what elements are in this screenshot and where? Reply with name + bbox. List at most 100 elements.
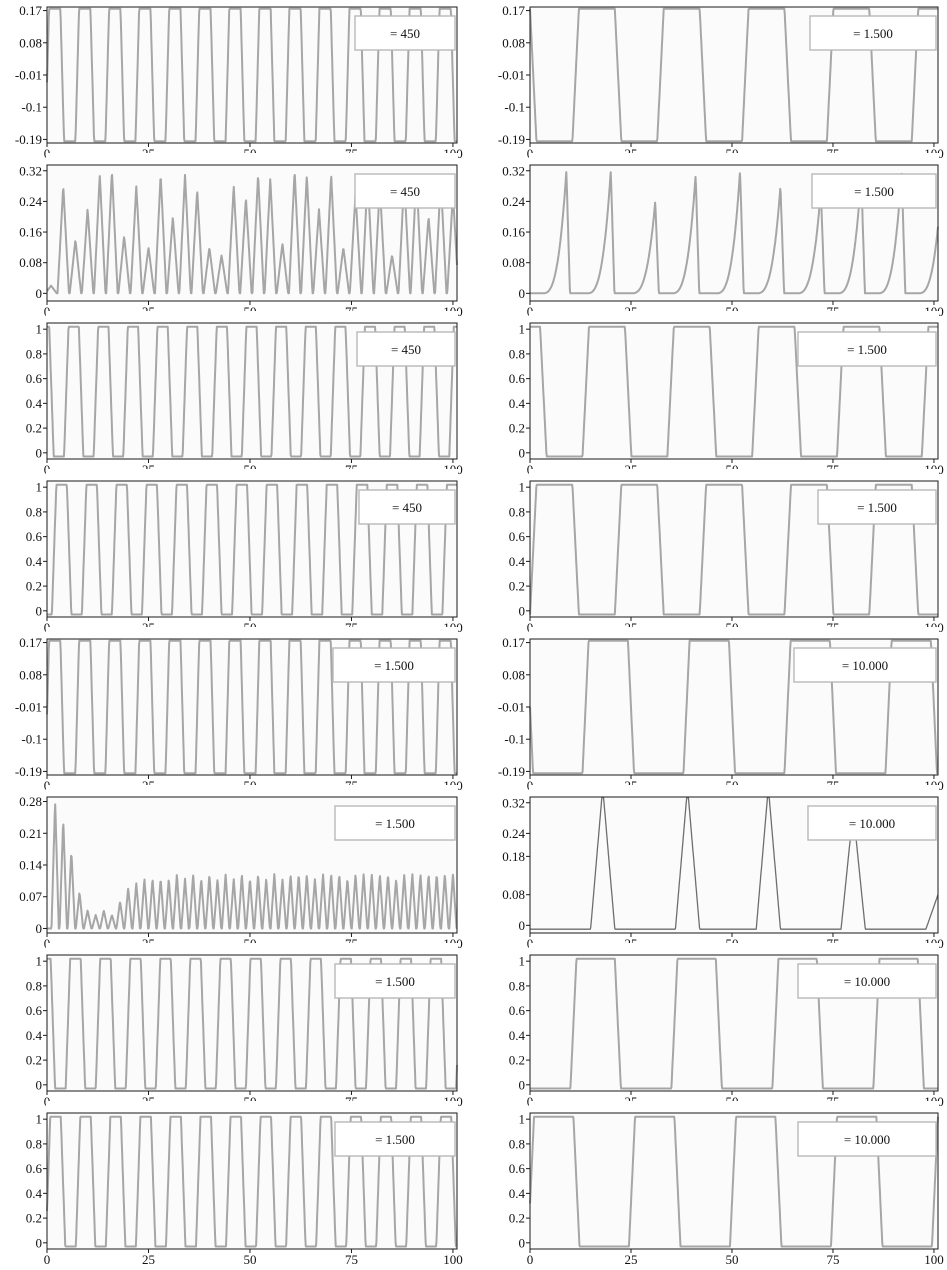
y-tick-label: 0.24 — [502, 826, 525, 841]
legend-label: = 1.500 — [374, 658, 414, 673]
legend-box — [807, 805, 937, 841]
y-tick-label: 1 — [519, 322, 526, 337]
series-line — [46, 639, 458, 775]
legend-label: = 1.500 — [857, 500, 897, 515]
y-tick-label: 0.14 — [19, 858, 42, 873]
clip-mask — [529, 0, 939, 7]
plot-frame — [46, 480, 458, 618]
y-tick-label: 0 — [36, 603, 43, 618]
y-tick-label: -0.01 — [498, 68, 525, 83]
x-tick-label: 25 — [142, 1252, 155, 1267]
legend-box — [797, 963, 937, 999]
legend-label: = 450 — [390, 26, 420, 41]
plot-frame — [46, 1112, 458, 1250]
y-tick-label: 0.24 — [502, 194, 525, 209]
legend-label: = 1.500 — [853, 26, 893, 41]
legend-label: = 10.000 — [849, 816, 895, 831]
clip-mask — [529, 153, 939, 165]
y-tick-label: -0.01 — [498, 700, 525, 715]
legend-box — [354, 15, 456, 51]
legend-box — [797, 331, 937, 367]
y-tick-label: 0.8 — [509, 1136, 525, 1151]
clip-mask — [46, 943, 458, 955]
x-tick-label: 100 — [443, 1252, 463, 1267]
y-tick-label: -0.1 — [21, 732, 42, 747]
y-tick-label: 1 — [36, 322, 43, 337]
y-tick-label: 0 — [36, 445, 43, 460]
y-tick-label: -0.19 — [15, 764, 42, 779]
clip-mask — [46, 311, 458, 323]
y-tick-label: 0.16 — [502, 225, 525, 240]
clip-mask — [46, 785, 458, 797]
legend-box — [332, 647, 456, 683]
legend-label: = 10.000 — [844, 974, 890, 989]
series-line — [529, 957, 939, 1090]
y-tick-label: 0.17 — [19, 635, 42, 650]
y-tick-label: 0.08 — [19, 667, 42, 682]
y-tick-label: 0.8 — [26, 978, 42, 993]
y-tick-label: -0.19 — [498, 764, 525, 779]
legend-box — [358, 489, 456, 525]
series-line — [46, 1115, 458, 1248]
series-line — [46, 325, 458, 458]
clip-mask — [529, 785, 939, 797]
y-tick-label: -0.1 — [504, 100, 525, 115]
legend-box — [809, 15, 937, 51]
legend-label: = 450 — [392, 500, 422, 515]
plot-frame — [529, 796, 939, 934]
y-tick-label: 0.4 — [26, 554, 43, 569]
y-tick-label: 0.4 — [509, 1028, 526, 1043]
y-tick-label: 0.6 — [26, 1161, 43, 1176]
y-tick-label: 0.32 — [502, 795, 525, 810]
y-tick-label: 0 — [519, 603, 526, 618]
legend-label: = 450 — [391, 342, 421, 357]
series-line — [529, 796, 939, 930]
series-line — [529, 325, 939, 458]
y-tick-label: 0 — [36, 1235, 43, 1250]
y-tick-label: 0.16 — [19, 225, 42, 240]
legend-label: = 10.000 — [844, 1132, 890, 1147]
y-tick-label: 0.32 — [19, 163, 42, 178]
y-tick-label: 0.08 — [502, 887, 525, 902]
legend-label: = 1.500 — [847, 342, 887, 357]
y-tick-label: 1 — [36, 480, 43, 495]
clip-mask — [529, 1101, 939, 1113]
y-tick-label: -0.19 — [498, 132, 525, 147]
plot-frame — [529, 322, 939, 460]
y-tick-label: 0.2 — [26, 579, 42, 594]
plot-frame — [46, 164, 458, 302]
y-tick-label: 0.8 — [509, 504, 525, 519]
y-tick-label: 0 — [36, 286, 43, 301]
y-tick-label: 0.4 — [26, 1028, 43, 1043]
x-tick-label: 100 — [924, 1252, 944, 1267]
series-line — [46, 803, 458, 930]
y-tick-label: 0.6 — [26, 371, 43, 386]
clip-mask — [46, 627, 458, 639]
legend-label: = 1.500 — [375, 974, 415, 989]
y-tick-label: 0.4 — [26, 396, 43, 411]
legend-label: = 1.500 — [375, 816, 415, 831]
y-tick-label: 0.08 — [19, 35, 42, 50]
legend-label: = 450 — [390, 184, 420, 199]
y-tick-label: 0.28 — [19, 794, 42, 809]
